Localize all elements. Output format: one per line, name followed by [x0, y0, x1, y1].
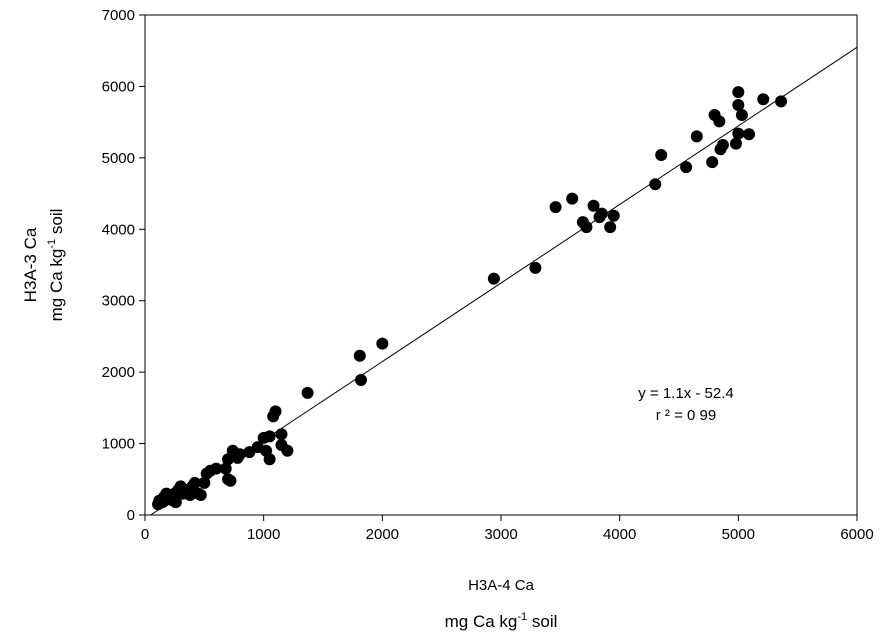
y-axis-label: H3A-3 Ca mg Ca kg-1 soil: [21, 209, 66, 322]
point: [729, 137, 742, 150]
point: [775, 95, 788, 108]
unit-text: mg Ca kg: [47, 249, 66, 322]
point: [549, 201, 562, 214]
point: [275, 428, 288, 441]
point: [735, 109, 748, 121]
point: [732, 86, 745, 99]
x-axis-title: H3A-4 Ca: [468, 577, 535, 594]
point: [706, 156, 719, 169]
point: [376, 337, 389, 350]
point: [269, 405, 282, 418]
point: [169, 496, 182, 509]
point: [224, 474, 237, 487]
point: [713, 115, 726, 128]
point: [680, 161, 693, 174]
point: [281, 444, 294, 457]
point: [607, 209, 620, 222]
point: [354, 374, 367, 386]
point: [732, 99, 745, 111]
x-tick-label: 3000: [484, 526, 517, 543]
annotation: r ² = 0 99: [656, 407, 716, 424]
unit-sup: -1: [46, 239, 58, 249]
y-tick-label: 4000: [102, 221, 135, 238]
annotation: y = 1.1x - 52.4: [638, 385, 733, 402]
point: [595, 207, 608, 220]
point: [188, 476, 201, 489]
unit-text: mg Ca kg: [445, 612, 518, 631]
y-tick-label: 5000: [102, 150, 135, 167]
point: [194, 489, 207, 501]
point: [353, 349, 366, 362]
unit-sup: -1: [517, 611, 527, 623]
y-tick-label: 2000: [102, 364, 135, 381]
x-tick-label: 2000: [366, 526, 399, 543]
point: [655, 149, 668, 161]
point: [566, 192, 579, 205]
point: [210, 462, 223, 475]
x-tick-label: 0: [141, 526, 149, 543]
point: [743, 128, 756, 141]
y-axis-title: H3A-3 Ca: [21, 227, 40, 302]
point: [716, 139, 729, 151]
y-tick-label: 1000: [102, 436, 135, 453]
point: [487, 272, 500, 285]
point: [604, 221, 617, 234]
point: [580, 221, 593, 234]
y-tick-label: 0: [127, 507, 135, 524]
point: [301, 386, 314, 399]
point: [263, 430, 276, 443]
point: [732, 127, 745, 140]
plot-frame: [144, 14, 858, 516]
x-tick-label: 5000: [722, 526, 755, 543]
unit-text: soil: [527, 612, 557, 631]
unit-text: soil: [47, 209, 66, 239]
point: [260, 444, 273, 457]
point: [198, 476, 211, 489]
x-axis-unit: mg Ca kg-1 soil: [445, 611, 558, 631]
point: [219, 462, 232, 475]
point: [690, 130, 703, 143]
point: [587, 199, 600, 212]
point: [529, 261, 542, 274]
x-tick-label: 1000: [247, 526, 280, 543]
point: [649, 178, 662, 191]
y-tick-label: 6000: [102, 78, 135, 95]
point: [233, 448, 246, 461]
point: [757, 93, 770, 106]
y-tick-label: 7000: [102, 7, 135, 24]
y-tick-label: 3000: [102, 293, 135, 310]
x-tick-label: 6000: [840, 526, 873, 543]
x-tick-label: 4000: [603, 526, 636, 543]
y-axis-unit: mg Ca kg-1 soil: [46, 209, 66, 322]
